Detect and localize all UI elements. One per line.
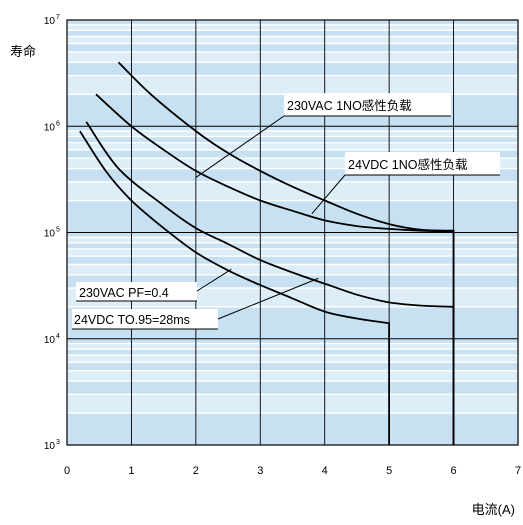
annotation-leader-4 [217,277,319,320]
y-tick-label: 10 5 [44,227,60,240]
series-label-24vdc-to: 24VDC TO.95=28ms [72,309,218,330]
y-tick-label: 10 3 [44,439,60,452]
y-tick-exponent: 7 [56,14,60,21]
annotation-leaders [195,115,346,320]
plot-stripe [67,200,518,233]
series-line-1 [117,61,455,445]
plot-stripe [67,43,518,52]
plot-stripe [67,362,518,371]
plot-stripe [67,232,518,238]
plot-stripes [67,20,518,445]
annotation-leader-3 [196,268,232,292]
y-tick-label: 10 6 [44,120,60,133]
y-tick-base: 10 [44,335,56,346]
x-axis-label: 电流(A) [472,502,515,517]
series-label-24vdc-1no: 24VDC 1NO感性负载 [345,152,500,176]
plot-border [66,19,519,446]
x-tick-label: 2 [193,465,199,477]
series-labels: 230VAC 1NO感性负载 24VDC 1NO感性负载 230VAC PF=0… [72,93,500,330]
plot-stripe [67,349,518,356]
series-label-230vac-pf: 230VAC PF=0.4 [76,282,197,302]
series-lines [79,61,455,445]
plot-stripe [67,149,518,159]
y-tick-exponent: 3 [56,439,60,446]
plot-stripe [67,62,518,76]
y-tick-base: 10 [44,122,56,133]
plot-stripe [67,338,518,344]
y-axis-label: 寿命 [10,44,36,59]
x-tick-label: 5 [386,465,392,477]
series-line-4 [79,130,390,445]
series-line-2 [95,93,455,445]
y-tick-exponent: 5 [56,227,60,234]
y-tick-label: 10 7 [44,14,60,27]
y-tick-base: 10 [44,16,56,27]
plot-stripe [67,256,518,265]
series-label-text: 230VAC PF=0.4 [79,286,169,300]
x-tick-label: 4 [322,465,328,477]
plot-stripe [67,30,518,37]
y-tick-base: 10 [44,229,56,240]
series-label-text: 24VDC TO.95=28ms [74,313,190,327]
series-label-text: 24VDC 1NO感性负载 [348,157,468,172]
series-label-text: 230VAC 1NO感性负载 [287,98,412,113]
plot-stripe [67,136,518,143]
x-tick-label: 7 [515,465,521,477]
x-tick-label: 0 [64,465,70,477]
y-tick-exponent: 6 [56,120,60,127]
x-tick-label: 3 [257,465,263,477]
plot-stripe [67,242,518,249]
y-tick-exponent: 4 [56,333,60,340]
plot-stripe [67,413,518,445]
y-tick-label: 10 4 [44,333,60,346]
plot-stripe [67,381,518,395]
x-tick-label: 1 [128,465,134,477]
y-tick-base: 10 [44,441,56,452]
x-tick-labels: 0 1 2 3 4 5 6 7 [64,465,521,477]
series-label-230vac-1no: 230VAC 1NO感性负载 [284,93,451,117]
x-tick-label: 6 [451,465,457,477]
annotation-leader-2 [311,174,346,215]
plot-stripe [67,20,518,25]
annotation-leader-1 [195,115,285,178]
plot-stripe [67,126,518,132]
series-line-3 [85,121,455,445]
